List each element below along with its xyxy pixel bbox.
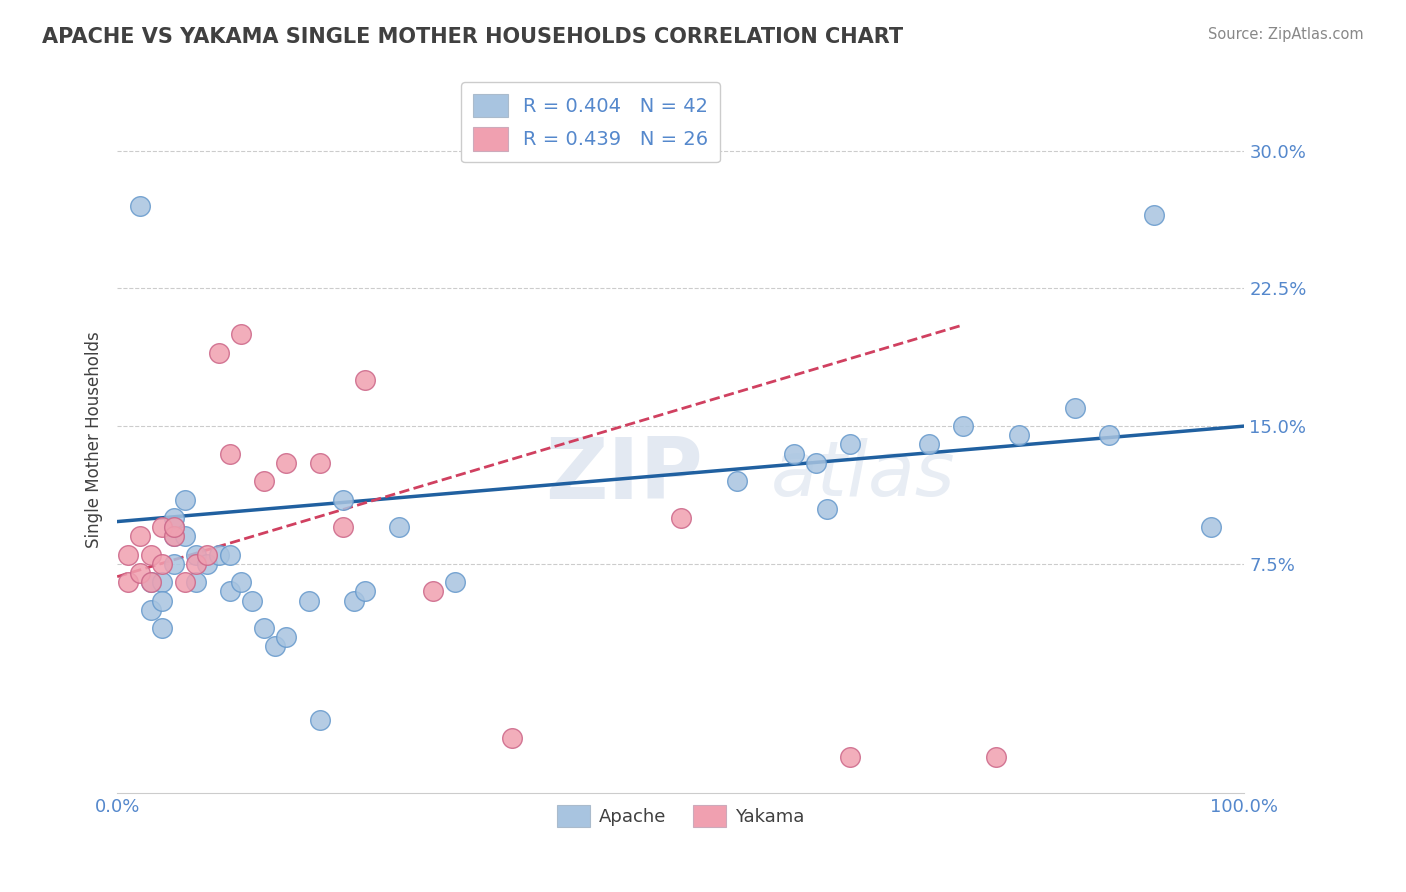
Point <box>343 593 366 607</box>
Point <box>298 593 321 607</box>
Point <box>1143 208 1166 222</box>
Point <box>219 548 242 562</box>
Point <box>725 474 748 488</box>
Point <box>184 557 207 571</box>
Point <box>162 557 184 571</box>
Point <box>332 492 354 507</box>
Point <box>782 447 804 461</box>
Point <box>150 593 173 607</box>
Point <box>128 566 150 580</box>
Point <box>150 575 173 590</box>
Point <box>276 456 298 470</box>
Point <box>1199 520 1222 534</box>
Legend: Apache, Yakama: Apache, Yakama <box>550 797 811 834</box>
Point <box>986 749 1008 764</box>
Point <box>195 548 218 562</box>
Point <box>309 456 332 470</box>
Y-axis label: Single Mother Households: Single Mother Households <box>86 332 103 549</box>
Point <box>388 520 411 534</box>
Point <box>128 529 150 543</box>
Point <box>1064 401 1087 415</box>
Point <box>952 419 974 434</box>
Text: APACHE VS YAKAMA SINGLE MOTHER HOUSEHOLDS CORRELATION CHART: APACHE VS YAKAMA SINGLE MOTHER HOUSEHOLD… <box>42 27 903 46</box>
Point <box>139 575 162 590</box>
Point <box>208 345 231 359</box>
Point <box>173 575 195 590</box>
Point <box>150 520 173 534</box>
Point <box>150 621 173 635</box>
Point <box>195 557 218 571</box>
Point <box>264 640 287 654</box>
Point <box>139 548 162 562</box>
Point <box>117 548 139 562</box>
Point <box>231 327 253 342</box>
Point <box>139 603 162 617</box>
Point <box>501 731 523 746</box>
Point <box>354 584 377 599</box>
Point <box>309 713 332 727</box>
Point <box>815 501 838 516</box>
Point <box>231 575 253 590</box>
Point <box>208 548 231 562</box>
Point <box>162 529 184 543</box>
Point <box>150 557 173 571</box>
Point <box>219 447 242 461</box>
Point <box>918 437 941 451</box>
Point <box>253 474 276 488</box>
Point <box>162 511 184 525</box>
Point <box>242 593 264 607</box>
Point <box>184 575 207 590</box>
Point <box>162 520 184 534</box>
Point <box>1008 428 1031 442</box>
Point <box>669 511 692 525</box>
Point <box>117 575 139 590</box>
Point <box>804 456 827 470</box>
Point <box>838 749 860 764</box>
Point <box>173 529 195 543</box>
Text: Source: ZipAtlas.com: Source: ZipAtlas.com <box>1208 27 1364 42</box>
Point <box>184 548 207 562</box>
Point <box>444 575 467 590</box>
Point <box>1098 428 1121 442</box>
Point <box>162 520 184 534</box>
Point <box>128 199 150 213</box>
Text: atlas: atlas <box>770 438 956 512</box>
Point <box>838 437 860 451</box>
Point <box>139 575 162 590</box>
Point <box>219 584 242 599</box>
Point <box>332 520 354 534</box>
Point <box>173 492 195 507</box>
Point <box>253 621 276 635</box>
Point <box>276 630 298 644</box>
Text: ZIP: ZIP <box>546 434 703 516</box>
Point <box>354 373 377 387</box>
Point <box>422 584 444 599</box>
Point <box>162 529 184 543</box>
